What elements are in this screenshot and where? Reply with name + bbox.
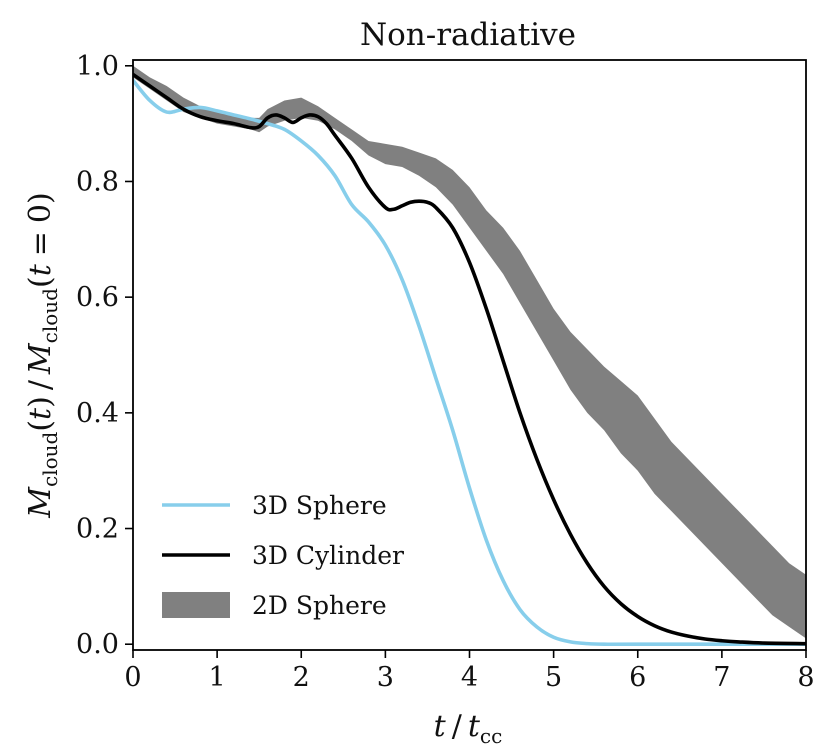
x-tick-label: 1 <box>209 662 226 693</box>
y-tick-label: 0.0 <box>76 629 119 660</box>
x-tick-label: 0 <box>124 662 141 693</box>
plot-layer <box>133 65 806 647</box>
axes-layer: 0 1 2 3 4 5 6 7 8 0.0 0.2 0.4 0.6 0.8 1.0 <box>76 51 815 693</box>
x-tick-label: 3 <box>377 662 394 693</box>
x-tick-label: 5 <box>545 662 562 693</box>
x-axis-label: t / tcc <box>434 709 503 747</box>
plot-frame <box>132 59 807 651</box>
y-tick-label: 0.8 <box>76 166 119 197</box>
legend-swatch-2d-sphere <box>162 592 230 618</box>
y-axis-label: Mcloud(t)/Mcloud(t=0) <box>23 192 62 518</box>
legend-label-3d-sphere: 3D Sphere <box>252 491 387 520</box>
x-tick-label: 7 <box>713 662 730 693</box>
x-tick-label: 6 <box>629 662 646 693</box>
y-tick-label: 0.2 <box>76 514 119 545</box>
series-line-3d-cylinder <box>133 72 806 646</box>
x-tick-label: 8 <box>797 662 814 693</box>
legend-label-2d-sphere: 2D Sphere <box>252 591 387 620</box>
y-tick-label: 1.0 <box>76 51 119 82</box>
x-tick-label: 2 <box>293 662 310 693</box>
legend: 3D Sphere 3D Cylinder 2D Sphere <box>162 491 404 620</box>
series-line-3d-sphere <box>133 78 806 647</box>
legend-label-3d-cylinder: 3D Cylinder <box>252 541 404 570</box>
series-band-2d-sphere <box>133 65 806 639</box>
y-tick-label: 0.4 <box>76 398 119 429</box>
y-tick-label: 0.6 <box>76 282 119 313</box>
chart-title: Non-radiative <box>360 17 576 53</box>
x-tick-label: 4 <box>461 662 478 693</box>
